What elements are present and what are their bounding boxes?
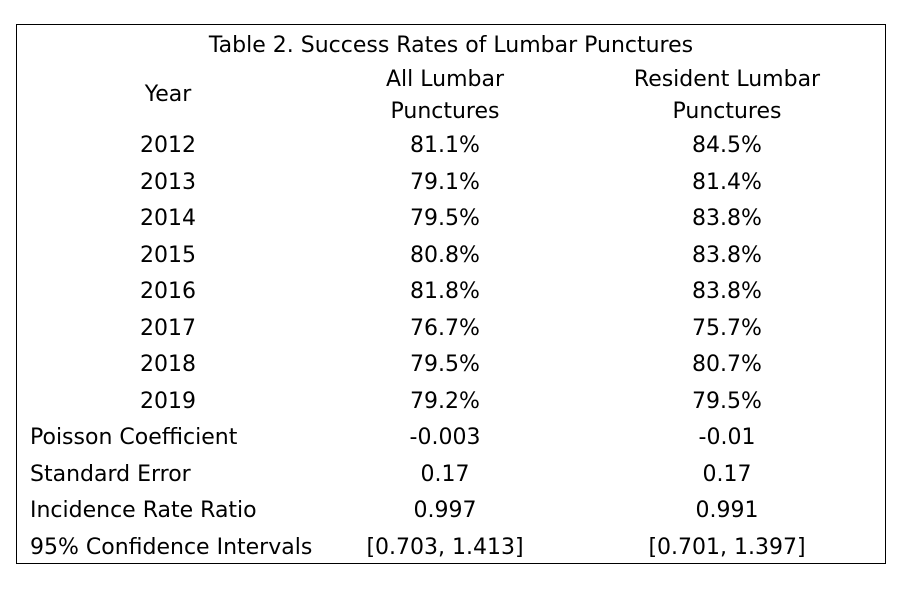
all-stat-cell: [0.703, 1.413] (366, 534, 524, 560)
resident-rate-cell: 80.7% (692, 352, 762, 377)
all-rate-cell: 81.1% (410, 133, 480, 158)
all-stat-cell: 0.997 (413, 498, 477, 523)
table-row: Standard Error 0.17 0.17 (0, 457, 902, 493)
table-row: 2012 81.1% 84.5% (0, 128, 902, 164)
header-year: Year (144, 82, 192, 107)
all-rate-cell: 79.2% (410, 388, 480, 414)
all-rate-cell: 79.1% (410, 169, 480, 195)
table-row: 2018 79.5% 80.7% (0, 347, 902, 383)
table-row: 2016 81.8% 83.8% (0, 274, 902, 310)
header-all-line1: All Lumbar (385, 67, 504, 92)
stat-label-cell: Poisson Coefficient (30, 425, 238, 450)
resident-rate-cell: 75.7% (692, 315, 762, 341)
all-rate-cell: 81.8% (410, 279, 480, 304)
year-cell: 2013 (140, 169, 196, 195)
resident-stat-cell: -0.01 (698, 425, 756, 450)
resident-stat-cell: 0.17 (702, 461, 752, 487)
header-res-line2: Punctures (672, 99, 782, 124)
year-cell: 2017 (140, 315, 196, 341)
year-cell: 2019 (140, 388, 196, 414)
table-row: Incidence Rate Ratio 0.997 0.991 (0, 493, 902, 529)
resident-rate-cell: 83.8% (692, 279, 762, 304)
year-cell: 2014 (140, 206, 196, 231)
table-row: 2019 79.2% 79.5% (0, 384, 902, 420)
table-row: 2013 79.1% 81.4% (0, 165, 902, 201)
header-resident-lumbar-punctures: Resident Lumbar Punctures (612, 64, 842, 128)
all-rate-cell: 79.5% (410, 352, 480, 377)
resident-rate-cell: 84.5% (692, 133, 762, 158)
table-row: 2015 80.8% 83.8% (0, 238, 902, 274)
header-all-lumbar-punctures: All Lumbar Punctures (330, 64, 560, 128)
resident-rate-cell: 81.4% (692, 169, 762, 195)
header-all-line2: Punctures (390, 99, 500, 124)
resident-rate-cell: 79.5% (692, 388, 762, 414)
all-rate-cell: 80.8% (410, 242, 480, 268)
stat-label-cell: 95% Confidence Intervals (30, 534, 313, 560)
year-cell: 2015 (140, 242, 196, 268)
resident-rate-cell: 83.8% (692, 206, 762, 231)
table-row: Poisson Coefficient -0.003 -0.01 (0, 420, 902, 456)
stat-label-cell: Standard Error (30, 461, 191, 487)
year-cell: 2012 (140, 133, 196, 158)
all-rate-cell: 76.7% (410, 315, 480, 341)
table-row: 2017 76.7% 75.7% (0, 311, 902, 347)
resident-stat-cell: [0.701, 1.397] (648, 534, 806, 560)
resident-rate-cell: 83.8% (692, 242, 762, 268)
all-stat-cell: 0.17 (420, 461, 470, 487)
year-cell: 2016 (140, 279, 196, 304)
table-title: Table 2. Success Rates of Lumbar Punctur… (208, 33, 694, 58)
resident-stat-cell: 0.991 (695, 498, 759, 523)
header-res-line1: Resident Lumbar (633, 67, 821, 92)
year-cell: 2018 (140, 352, 196, 377)
all-rate-cell: 79.5% (410, 206, 480, 231)
all-stat-cell: -0.003 (409, 425, 481, 450)
table-row: 95% Confidence Intervals [0.703, 1.413] … (0, 530, 902, 566)
table-frame (16, 24, 886, 564)
stat-label-cell: Incidence Rate Ratio (30, 498, 257, 523)
table-row: 2014 79.5% 83.8% (0, 201, 902, 237)
